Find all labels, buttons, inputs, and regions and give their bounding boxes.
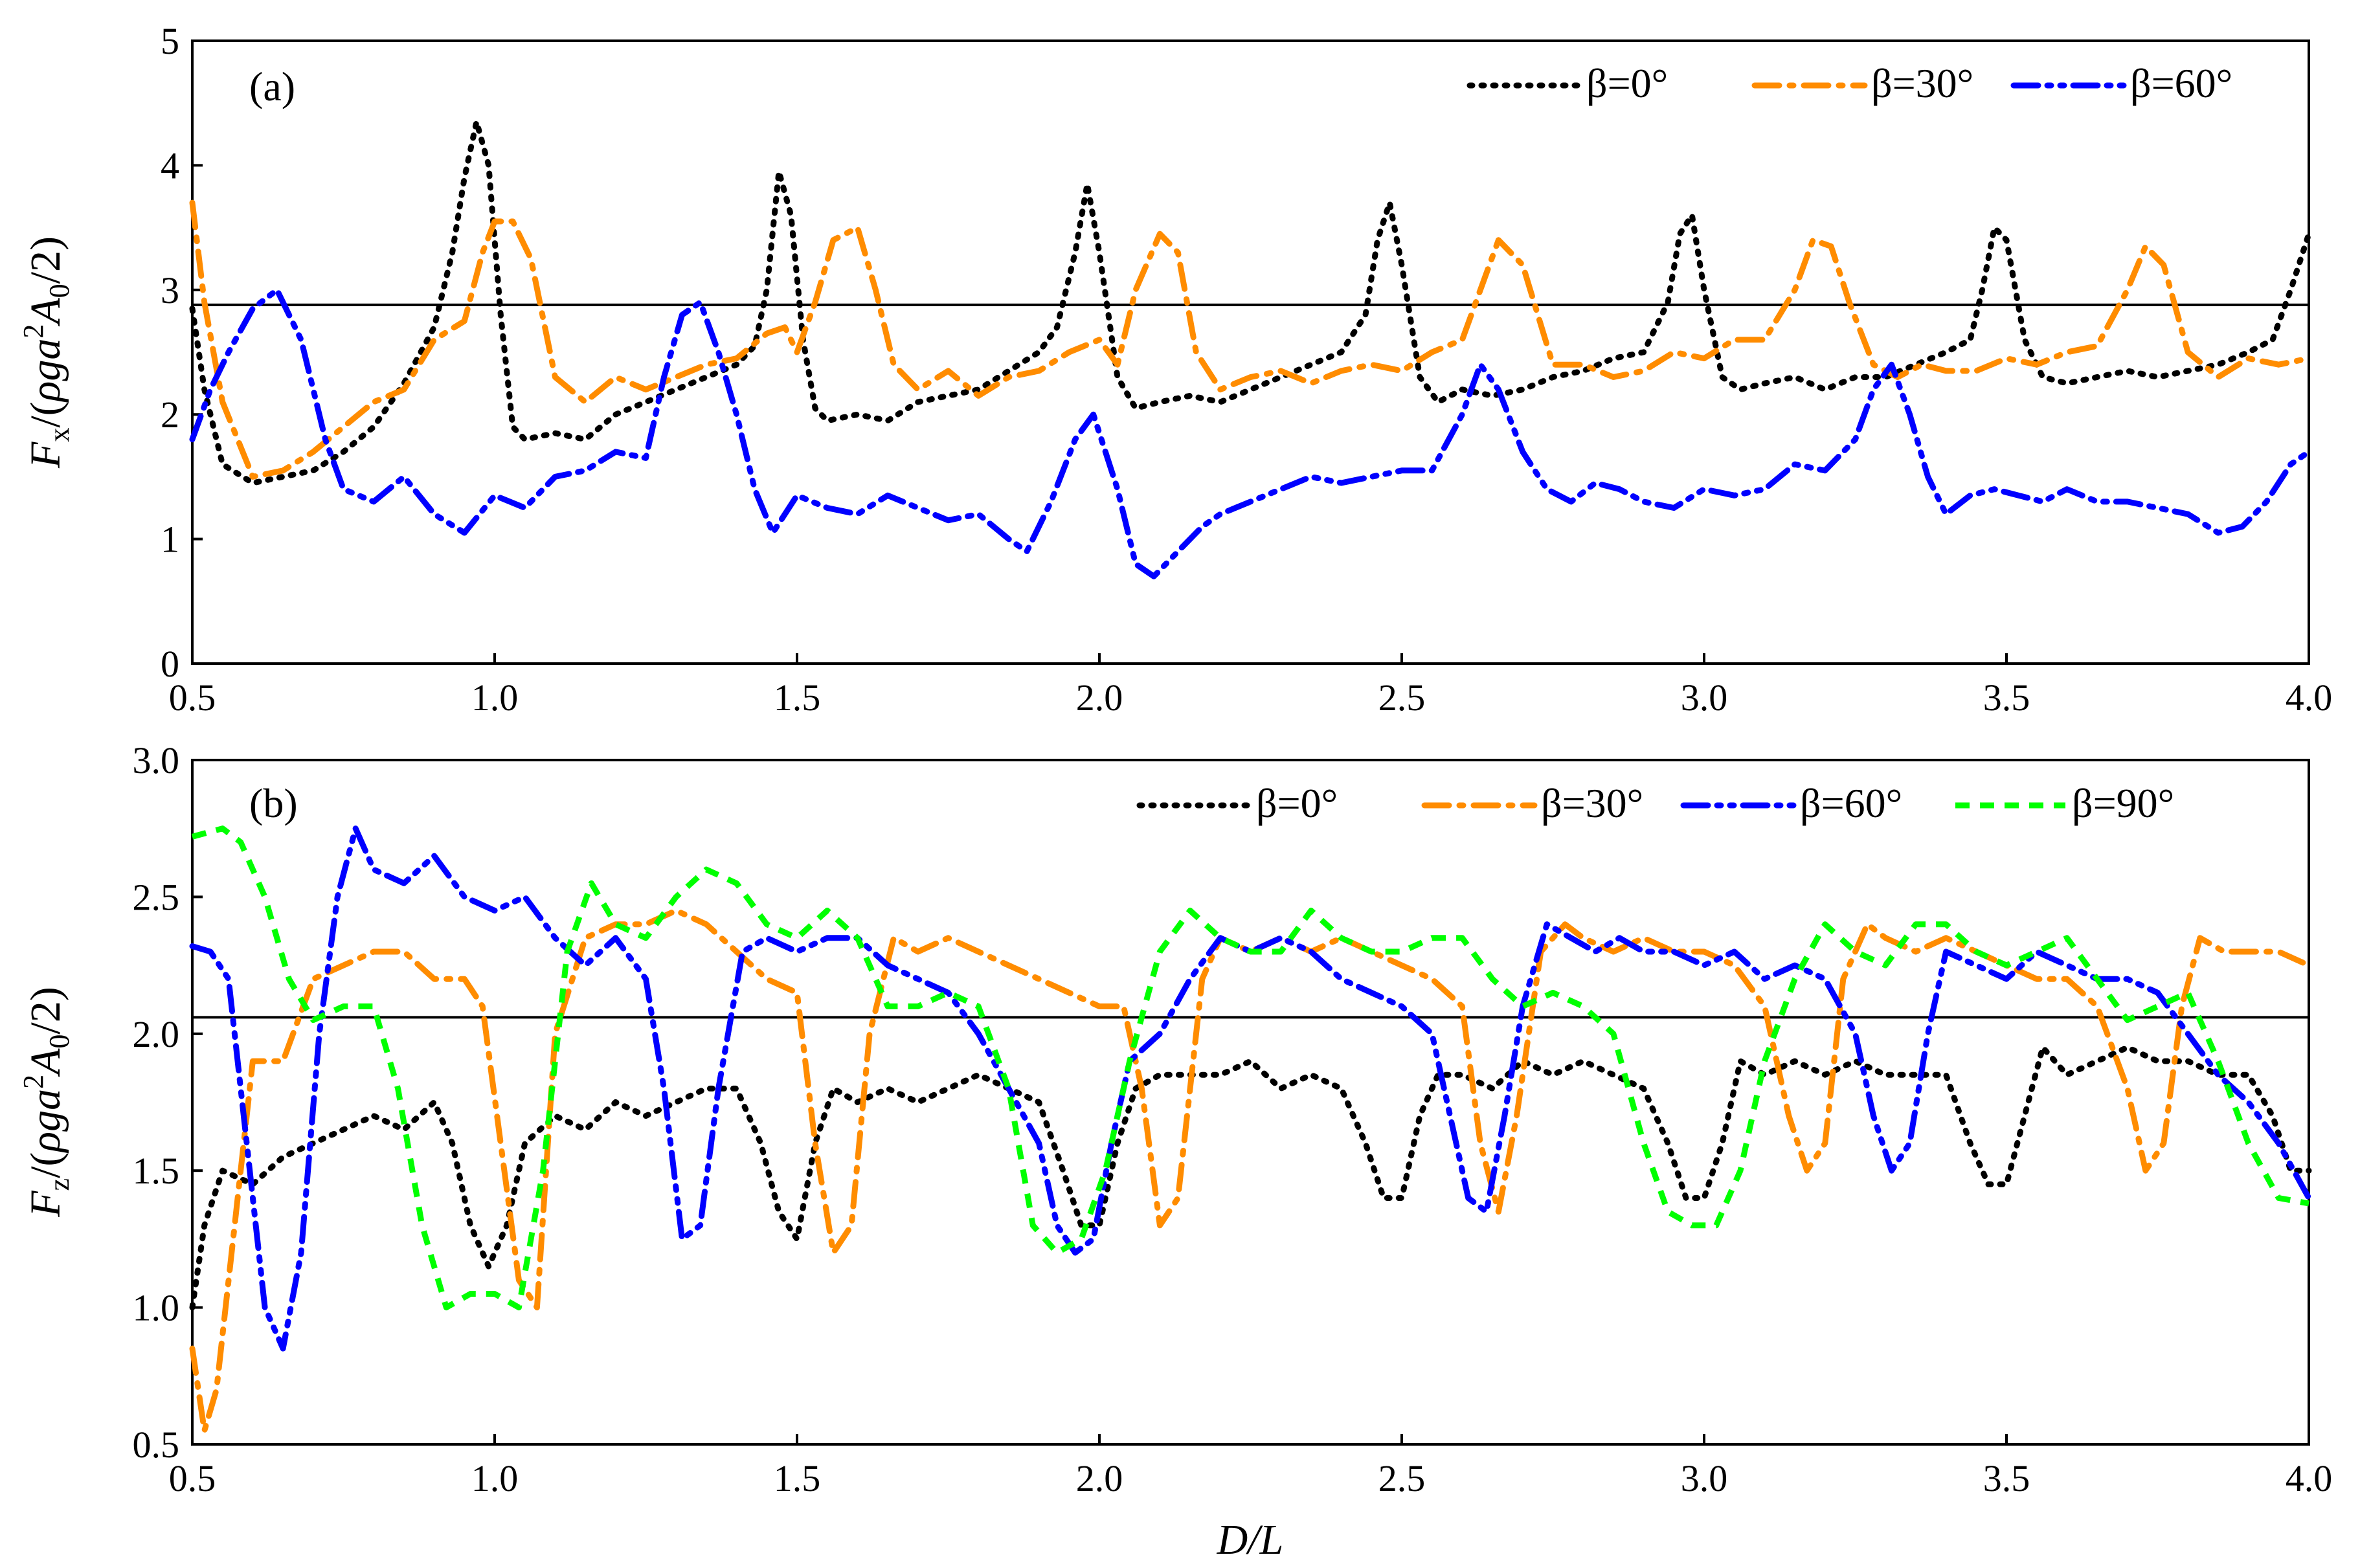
x-tick-label: 3.5 (1983, 677, 2030, 719)
series-line-beta30 (189, 199, 2312, 480)
panel-label-a: (a) (249, 63, 295, 109)
y-tick-label: 0.5 (133, 1424, 180, 1466)
legend-a: β=0° β=30° β=60° (1466, 60, 2232, 106)
x-tick-label: 2.0 (1076, 677, 1123, 719)
legend-label-beta90: β=90° (2072, 780, 2174, 826)
x-tick-label: 1.0 (471, 677, 519, 719)
series-line-beta0 (189, 118, 2312, 486)
y-tick-label: 1 (161, 519, 179, 561)
ticks-b: 0.5 1.0 1.5 2.0 2.5 3.0 3.5 4.0 0.5 1.0 1.5 2.0 2.5 3… (133, 739, 2333, 1499)
series-line-beta90 (191, 825, 2309, 1311)
x-tick-label: 2.5 (1378, 1457, 1426, 1499)
legend-label-beta30: β=30° (1871, 60, 1973, 106)
x-tick-label: 1.0 (471, 1457, 519, 1499)
x-tick-label: 4.0 (2286, 1457, 2333, 1499)
x-tick-label: 2.5 (1378, 677, 1426, 719)
x-tick-label: 4.0 (2286, 677, 2333, 719)
series-line-beta30 (189, 908, 2312, 1434)
y-tick-label: 1.5 (133, 1150, 180, 1192)
y-tick-label: 4 (161, 144, 179, 186)
y-tick-label: 5 (161, 20, 179, 62)
series-line-beta60 (189, 825, 2312, 1352)
plot-frame-a (191, 39, 2310, 665)
panel-label-b: (b) (249, 780, 298, 826)
y-tick-label: 3.0 (133, 739, 180, 781)
x-tick-label: 0.5 (169, 1457, 216, 1499)
y-tick-label: 2 (161, 394, 179, 436)
y-tick-label: 2.5 (133, 876, 180, 918)
plot-frame-b (191, 759, 2310, 1446)
y-tick-label: 1.0 (133, 1287, 180, 1329)
y-tick-label: 0 (161, 643, 179, 685)
x-axis-title: D/L (1217, 1516, 1284, 1563)
panel-b: 0.5 1.0 1.5 2.0 2.5 3.0 3.5 4.0 0.5 1.0 1.5 2.0 2.5 3… (17, 739, 2332, 1499)
series-group-b (189, 825, 2312, 1434)
legend-label-beta60: β=60° (1800, 780, 1902, 826)
legend-label-beta0: β=0° (1256, 780, 1338, 826)
y-tick-label: 3 (161, 269, 179, 311)
x-tick-label: 1.5 (774, 677, 821, 719)
x-tick-label: 0.5 (169, 677, 216, 719)
x-tick-label: 2.0 (1076, 1457, 1123, 1499)
x-tick-label: 1.5 (774, 1457, 821, 1499)
x-tick-label: 3.5 (1983, 1457, 2030, 1499)
legend-label-beta0: β=0° (1586, 60, 1668, 106)
series-group-a (189, 118, 2312, 579)
legend-b: β=0° β=30° β=60° β=90° (1136, 780, 2174, 826)
series-line-beta0 (189, 1044, 2312, 1311)
y-axis-title-b: Fz/(ρga2A0/2) (17, 987, 75, 1218)
legend-label-beta30: β=30° (1541, 780, 1643, 826)
y-axis-title-a: Fx/(ρga2A0/2) (17, 236, 75, 469)
x-tick-label: 3.0 (1681, 1457, 1728, 1499)
ticks-a: 0.5 1.0 1.5 2.0 2.5 3.0 3.5 4.0 0 1 2 3 4 5 (161, 20, 2332, 719)
legend-label-beta60: β=60° (2130, 60, 2232, 106)
x-tick-label: 3.0 (1681, 677, 1728, 719)
y-tick-label: 2.0 (133, 1013, 180, 1055)
series-line-beta60 (189, 287, 2312, 579)
